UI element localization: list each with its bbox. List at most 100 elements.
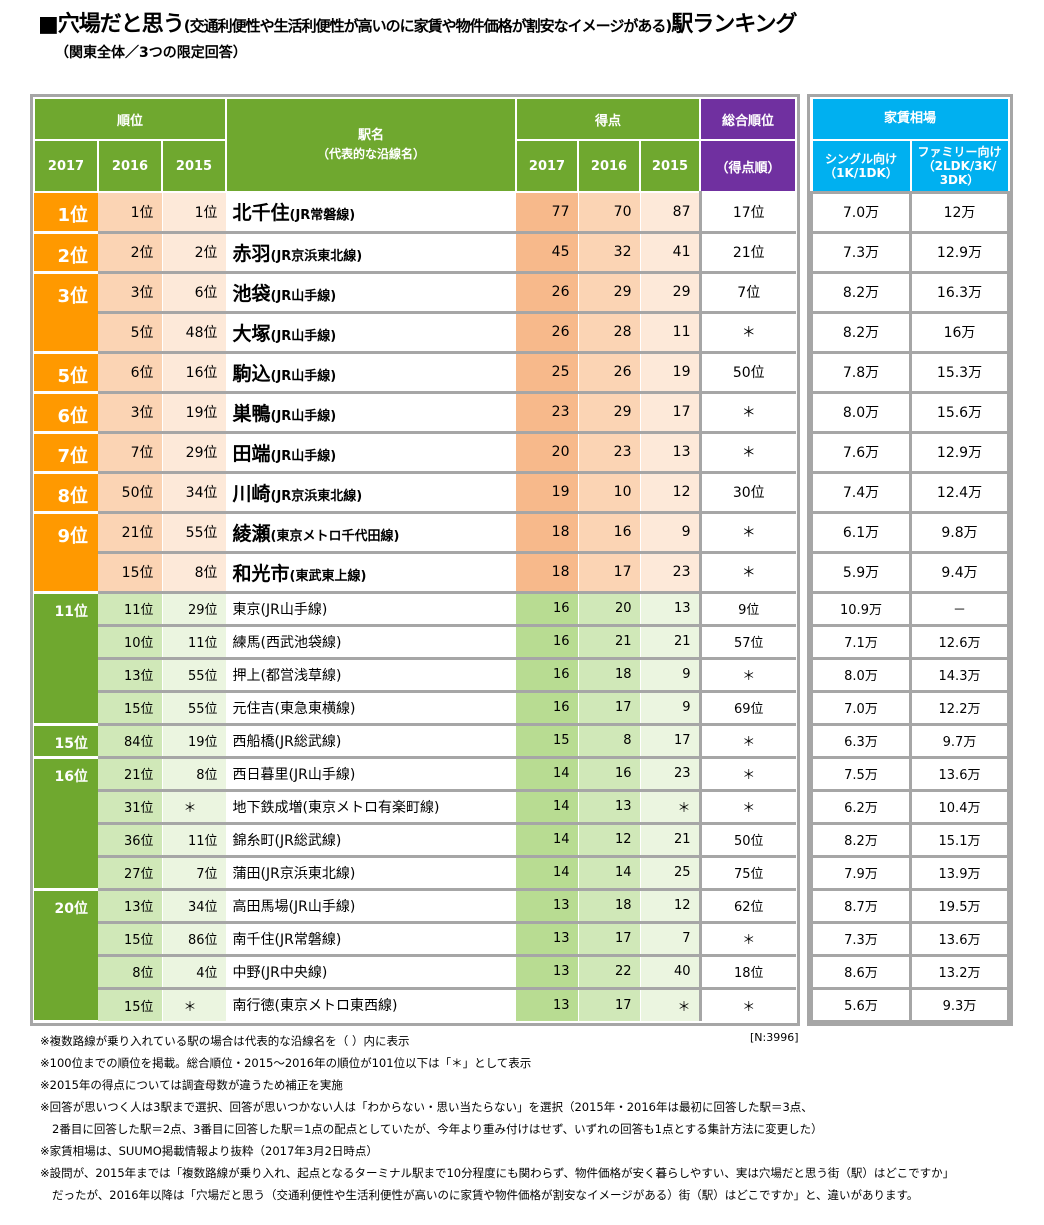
rent-row: 8.2万 16.3万	[810, 270, 1010, 314]
overall-rank: ＊	[698, 757, 796, 792]
rent-family: 12.4万	[909, 470, 1010, 514]
title-paren: (交通利便性や生活利便性が高いのに家賃や物件価格が割安なイメージがある)	[183, 17, 672, 35]
rent-single: 8.0万	[810, 390, 912, 434]
score-2016: 17	[578, 922, 641, 957]
score-2016: 17	[578, 691, 641, 726]
line-name: (JR常磐線)	[274, 931, 342, 948]
score-2015: 21	[640, 823, 701, 858]
station-cell: 南千住(JR常磐線)	[226, 922, 516, 957]
rank-2016: 84位	[98, 724, 163, 759]
score-2016: 17	[578, 552, 641, 594]
rank-2015: ＊	[162, 790, 227, 825]
score-2015: 9	[640, 658, 701, 693]
footnote: ※100位までの順位を掲載。総合順位・2015～2016年の順位が101位以下は…	[40, 1056, 532, 1070]
family-header-label: ファミリー向け	[917, 144, 1002, 159]
line-name: (JR総武線)	[274, 733, 342, 750]
station-cell: 高田馬場(JR山手線)	[226, 889, 516, 924]
rent-single: 5.9万	[810, 550, 912, 594]
title-main: ■穴場だと思う	[38, 12, 185, 37]
score-2016: 28	[578, 312, 641, 354]
line-name: (西武池袋線)	[260, 634, 342, 651]
rank-2015: 4位	[162, 955, 227, 990]
rank-2017: 7位	[34, 432, 98, 474]
station-cell: 西船橋(JR総武線)	[226, 724, 516, 759]
line-name: (JR総武線)	[274, 832, 342, 849]
rent-single: 10.9万	[810, 590, 912, 627]
score-2016: 8	[578, 724, 641, 759]
station-name: 和光市	[232, 562, 290, 585]
overall-rank: 17位	[698, 192, 796, 234]
score-2017: 26	[516, 272, 579, 314]
rank-2016: 11位	[98, 592, 163, 627]
title-suffix: 駅ランキング	[671, 12, 797, 37]
table-row: 20位 13位 34位 高田馬場(JR山手線) 13 18 12 62位	[34, 889, 796, 1023]
score-2016: 26	[578, 352, 641, 394]
score-2017: 16	[516, 691, 579, 726]
score-2017: 13	[516, 955, 579, 990]
rank-2017: 5位	[34, 352, 98, 394]
line-name: (JR山手線)	[270, 368, 337, 384]
score-2017: 13	[516, 922, 579, 957]
score-2015: 25	[640, 856, 701, 891]
score-2017: 18	[516, 512, 579, 554]
rank-2016: 21位	[98, 757, 163, 792]
rank-group-header: 順位	[33, 97, 227, 141]
rank-2015: 29位	[162, 432, 227, 474]
rank-2016: 21位	[98, 512, 163, 554]
overall-rank: ＊	[698, 552, 796, 594]
rent-row: 8.2万 16万	[810, 310, 1010, 354]
overall-rank: 9位	[698, 592, 796, 627]
score-2015: 7	[640, 922, 701, 957]
footnote: ※2015年の得点については調査母数が違うため補正を実施	[40, 1078, 343, 1092]
line-name: (JR京浜東北線)	[270, 248, 363, 264]
line-name: (東武東上線)	[289, 568, 367, 584]
family-header-sub2: 3DK）	[939, 172, 980, 187]
rent-family: 13.6万	[909, 755, 1010, 792]
rent-single: 8.2万	[810, 310, 912, 354]
rent-single: 7.1万	[810, 623, 912, 660]
overall-rank: 62位	[698, 889, 796, 924]
rank-2016: 5位	[98, 312, 163, 354]
rent-row: 8.6万 13.2万	[810, 953, 1010, 990]
score-2015: 12	[640, 472, 701, 514]
table-row: 8位 50位 34位 川崎(JR京浜東北線) 19 10 12 30位	[34, 472, 796, 514]
rent-group-header: 家賃相場	[810, 97, 1010, 141]
score-2015: 23	[640, 552, 701, 594]
rank-2015: 19位	[162, 392, 227, 434]
rent-row: 7.4万 12.4万	[810, 470, 1010, 514]
rank-2015: 34位	[162, 889, 227, 924]
line-name: (JR山手線)	[288, 766, 356, 783]
rank-2015: 7位	[162, 856, 227, 891]
rent-family: 14.3万	[909, 656, 1010, 693]
score-2017: 14	[516, 823, 579, 858]
score-2015-header: 2015	[639, 139, 701, 193]
score-2016: 13	[578, 790, 641, 825]
score-2017: 20	[516, 432, 579, 474]
score-2016: 23	[578, 432, 641, 474]
line-name: (東京メトロ千代田線)	[270, 528, 400, 544]
rank-2015: 6位	[162, 272, 227, 314]
score-2015: 41	[640, 232, 701, 274]
rank-2016: 13位	[98, 658, 163, 693]
rank-2016: 13位	[98, 889, 163, 924]
overall-rank: ＊	[698, 312, 796, 354]
station-name: 北千住	[232, 202, 290, 225]
rent-row: 7.1万 12.6万	[810, 623, 1010, 660]
page-subtitle: （関東全体／3つの限定回答）	[55, 45, 247, 61]
station-name: 中野	[232, 964, 261, 981]
score-2016: 32	[578, 232, 641, 274]
rank-2017: 15位	[34, 724, 98, 759]
line-name: (都営浅草線)	[260, 667, 342, 684]
overall-rank: 69位	[698, 691, 796, 726]
score-2015: 40	[640, 955, 701, 990]
rank-2016: 3位	[98, 392, 163, 434]
line-name: (JR山手線)	[270, 328, 337, 344]
score-2017: 14	[516, 790, 579, 825]
rent-family: 12.9万	[909, 230, 1010, 274]
score-2017: 15	[516, 724, 579, 759]
overall-rank: 18位	[698, 955, 796, 990]
rent-single: 7.4万	[810, 470, 912, 514]
score-2015: ＊	[640, 790, 701, 825]
station-header-sub: （代表的な沿線名）	[316, 147, 425, 161]
rent-row: 8.7万 19.5万	[810, 887, 1010, 924]
